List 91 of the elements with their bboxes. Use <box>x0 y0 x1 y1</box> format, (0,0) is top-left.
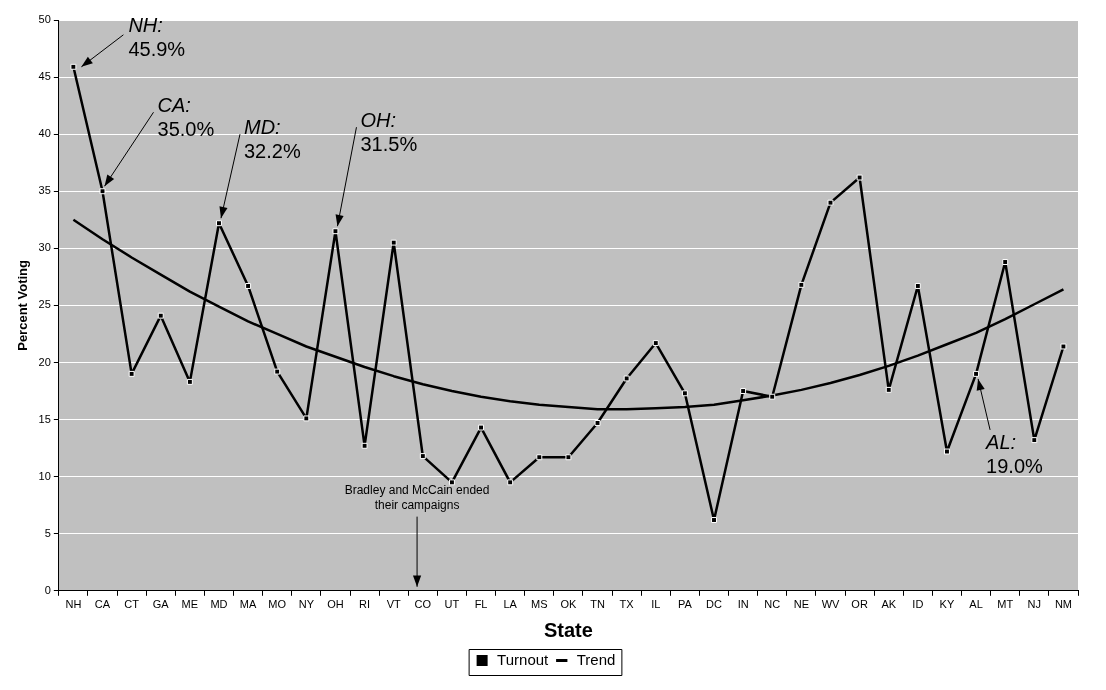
x-tick-label: TN <box>590 598 605 611</box>
annotation: OH: 31.5% <box>360 108 418 155</box>
x-tick-label: FL <box>474 598 488 611</box>
point <box>565 454 572 461</box>
x-tick-label: AL <box>969 598 983 611</box>
x-tick-label: OH <box>327 598 344 611</box>
point <box>623 375 630 382</box>
x-tick-label: MD <box>210 598 228 611</box>
point <box>885 386 892 393</box>
point <box>99 188 106 195</box>
y-tick-label: 30 <box>38 241 51 254</box>
annotation: MD: 32.2% <box>243 115 301 162</box>
y-tick-label: 5 <box>44 526 51 539</box>
y-tick-label: 20 <box>38 355 51 368</box>
point <box>478 424 485 431</box>
point <box>740 388 747 394</box>
x-tick-label: NY <box>298 598 315 611</box>
x-tick-label: UT <box>444 598 460 611</box>
annotation: CA: 35.0% <box>157 93 215 140</box>
point <box>973 370 980 377</box>
x-tick-label: ID <box>912 598 924 611</box>
point <box>448 479 455 486</box>
y-tick-label: 35 <box>38 184 51 197</box>
point <box>536 454 543 461</box>
point <box>681 390 688 397</box>
x-tick-label: KY <box>939 598 955 611</box>
point <box>157 312 164 319</box>
x-tick-label: CO <box>414 598 432 611</box>
x-tick-label: MT <box>997 598 1014 611</box>
point <box>128 370 135 377</box>
x-tick-label: NJ <box>1027 598 1042 611</box>
point <box>361 442 368 449</box>
annotation: AL: 19.0% <box>985 431 1044 478</box>
point <box>798 281 805 288</box>
point <box>419 453 426 460</box>
point <box>711 517 717 523</box>
x-axis-title: State <box>543 618 593 641</box>
y-tick-label: 10 <box>38 469 51 482</box>
x-tick-label: AK <box>881 598 897 611</box>
annotation: Bradley and McCain ended their campaigns <box>344 482 490 512</box>
point <box>1060 343 1067 350</box>
point <box>70 63 77 70</box>
x-tick-label: DC <box>706 598 723 611</box>
x-tick-label: GA <box>152 598 170 611</box>
point <box>943 448 950 455</box>
y-tick-label: 45 <box>38 70 51 83</box>
point <box>1031 437 1038 444</box>
x-tick-label: RI <box>359 598 371 611</box>
x-tick-label: CA <box>94 598 111 611</box>
x-tick-label: VT <box>386 598 402 611</box>
point <box>769 393 776 400</box>
x-tick-label: WV <box>821 598 840 611</box>
point <box>216 220 222 227</box>
y-axis-title: Percent Voting <box>15 259 31 351</box>
point <box>332 228 339 235</box>
point <box>914 283 921 289</box>
x-tick-label: PA <box>677 598 693 611</box>
x-tick-label: NM <box>1054 598 1072 611</box>
point <box>390 239 397 246</box>
x-tick-label: NH <box>65 598 82 611</box>
y-tick-label: 0 <box>44 583 51 596</box>
x-tick-label: MO <box>268 598 287 611</box>
annotation: NH: 45.9% <box>128 14 186 61</box>
legend-label: Trend <box>576 650 616 668</box>
x-tick-label: IN <box>737 598 749 611</box>
x-tick-label: IL <box>651 598 661 611</box>
x-tick-label: ME <box>181 598 199 611</box>
legend-label: Turnout <box>497 650 550 668</box>
y-tick-label: 15 <box>38 412 51 425</box>
point <box>827 199 834 206</box>
point <box>856 174 863 181</box>
y-tick-label: 25 <box>38 298 51 311</box>
x-tick-label: OK <box>560 598 578 611</box>
point <box>1002 259 1009 265</box>
point <box>507 479 514 486</box>
point <box>594 420 601 426</box>
x-tick-label: LA <box>503 598 518 611</box>
y-tick-label: 50 <box>38 13 51 26</box>
x-tick-label: TX <box>619 598 635 611</box>
x-tick-label: NC <box>764 598 781 611</box>
point <box>186 378 193 385</box>
x-tick-label: MS <box>531 598 548 611</box>
y-tick-label: 40 <box>38 127 51 140</box>
x-tick-label: MA <box>239 598 258 611</box>
point <box>652 340 659 347</box>
x-tick-label: CT <box>124 598 140 611</box>
point <box>303 415 310 422</box>
x-tick-label: OR <box>851 598 868 611</box>
point <box>245 283 252 289</box>
point <box>274 368 281 375</box>
x-tick-label: NE <box>793 598 810 611</box>
